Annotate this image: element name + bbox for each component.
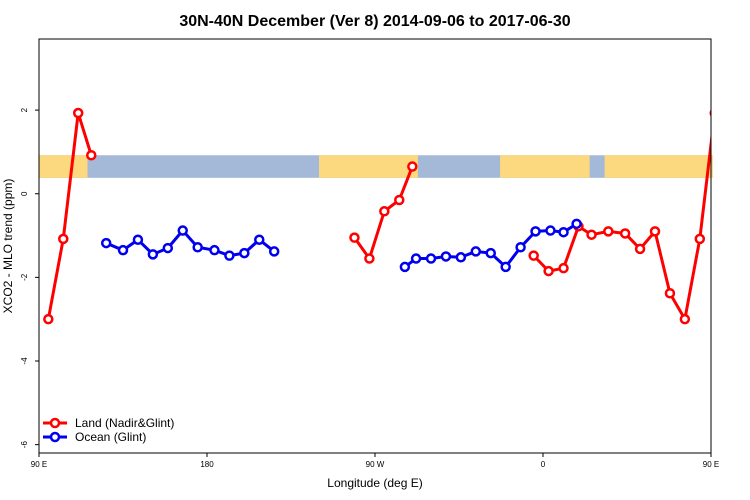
- band-land: [500, 155, 590, 178]
- legend-ocean-label: Ocean (Glint): [75, 430, 146, 444]
- land-data-point: [724, 151, 732, 159]
- ocean-data-point: [268, 246, 280, 257]
- band-land: [604, 155, 713, 178]
- land-data-point: [694, 233, 706, 245]
- land-data-point: [379, 206, 390, 217]
- ocean-data-point: [192, 242, 203, 253]
- series-layer: [43, 107, 750, 325]
- ocean-data-point: [117, 244, 129, 256]
- land-data-point: [349, 232, 360, 243]
- band-land: [39, 155, 88, 178]
- legend: Land (Nadir&Glint)Ocean (Glint): [43, 416, 174, 444]
- ocean-data-point: [410, 253, 422, 264]
- ocean-data-point: [239, 247, 250, 259]
- ocean-series-line: [743, 240, 750, 255]
- ocean-data-point: [100, 237, 112, 249]
- legend-land-label: Land (Nadir&Glint): [75, 416, 174, 430]
- ocean-data-point: [162, 242, 174, 254]
- land-data-point: [43, 313, 54, 325]
- ocean-data-point: [485, 247, 496, 259]
- land-data-point: [634, 243, 646, 255]
- legend-ocean-marker: [49, 431, 61, 443]
- ocean-data-point: [224, 250, 235, 261]
- land-data-point: [586, 229, 597, 240]
- ocean-data-point: [739, 239, 747, 247]
- ocean-data-point: [500, 261, 511, 273]
- land-data-point: [86, 150, 97, 161]
- land-ocean-band: [39, 155, 713, 178]
- y-tick-label: 2: [20, 107, 29, 112]
- legend-land-marker: [49, 417, 61, 429]
- x-tick-label: 0: [541, 460, 546, 469]
- ocean-data-point: [571, 218, 582, 230]
- y-axis-label: XCO2 - MLO trend (ppm): [1, 179, 15, 314]
- land-data-point: [558, 262, 569, 274]
- ocean-data-point: [177, 225, 188, 236]
- ocean-data-point: [147, 249, 159, 260]
- land-data-point: [364, 253, 375, 264]
- land-data-point: [72, 107, 84, 119]
- plot-frame: [38, 38, 712, 454]
- ocean-data-point: [399, 261, 411, 273]
- land-data-point: [709, 109, 711, 117]
- land-data-point: [649, 226, 661, 237]
- x-tick-label: 90 E: [31, 460, 47, 469]
- ocean-data-point: [530, 226, 541, 237]
- y-axis-ticks: 2 0 -2 -4 -6: [20, 107, 39, 448]
- land-data-point: [603, 226, 614, 237]
- land-data-point: [58, 233, 69, 245]
- ocean-data-point: [545, 225, 556, 236]
- band-land: [319, 155, 418, 178]
- ocean-data-point: [455, 252, 467, 263]
- ocean-data-point: [470, 246, 482, 257]
- x-tick-label: 180: [200, 460, 214, 469]
- ocean-data-point: [209, 244, 220, 256]
- ocean-data-point: [425, 253, 437, 264]
- land-data-point: [619, 228, 631, 239]
- land-data-point: [679, 313, 691, 325]
- chart-title: 30N-40N December (Ver 8) 2014-09-06 to 2…: [179, 13, 570, 30]
- ocean-data-point: [515, 242, 526, 253]
- y-tick-label: -6: [20, 441, 29, 449]
- land-series-line: [532, 131, 711, 321]
- ocean-data-point: [558, 226, 569, 238]
- x-axis-label: Longitude (deg E): [327, 476, 422, 490]
- x-tick-label: 90 E: [703, 460, 719, 469]
- ocean-data-point: [440, 251, 452, 262]
- ocean-data-point: [132, 234, 144, 245]
- land-data-point: [543, 265, 554, 277]
- x-tick-label: 90 W: [366, 460, 385, 469]
- y-tick-label: -2: [20, 273, 29, 281]
- land-data-point: [664, 288, 676, 299]
- y-tick-label: 0: [20, 191, 29, 196]
- x-axis-ticks: 90 E 180 90 W 0 90 E: [31, 453, 719, 469]
- land-data-point: [407, 161, 418, 172]
- land-series-line: [46, 111, 93, 320]
- land-data-point: [528, 250, 539, 261]
- ocean-data-point: [254, 234, 265, 245]
- land-data-point: [394, 194, 405, 206]
- y-tick-label: -4: [20, 357, 29, 365]
